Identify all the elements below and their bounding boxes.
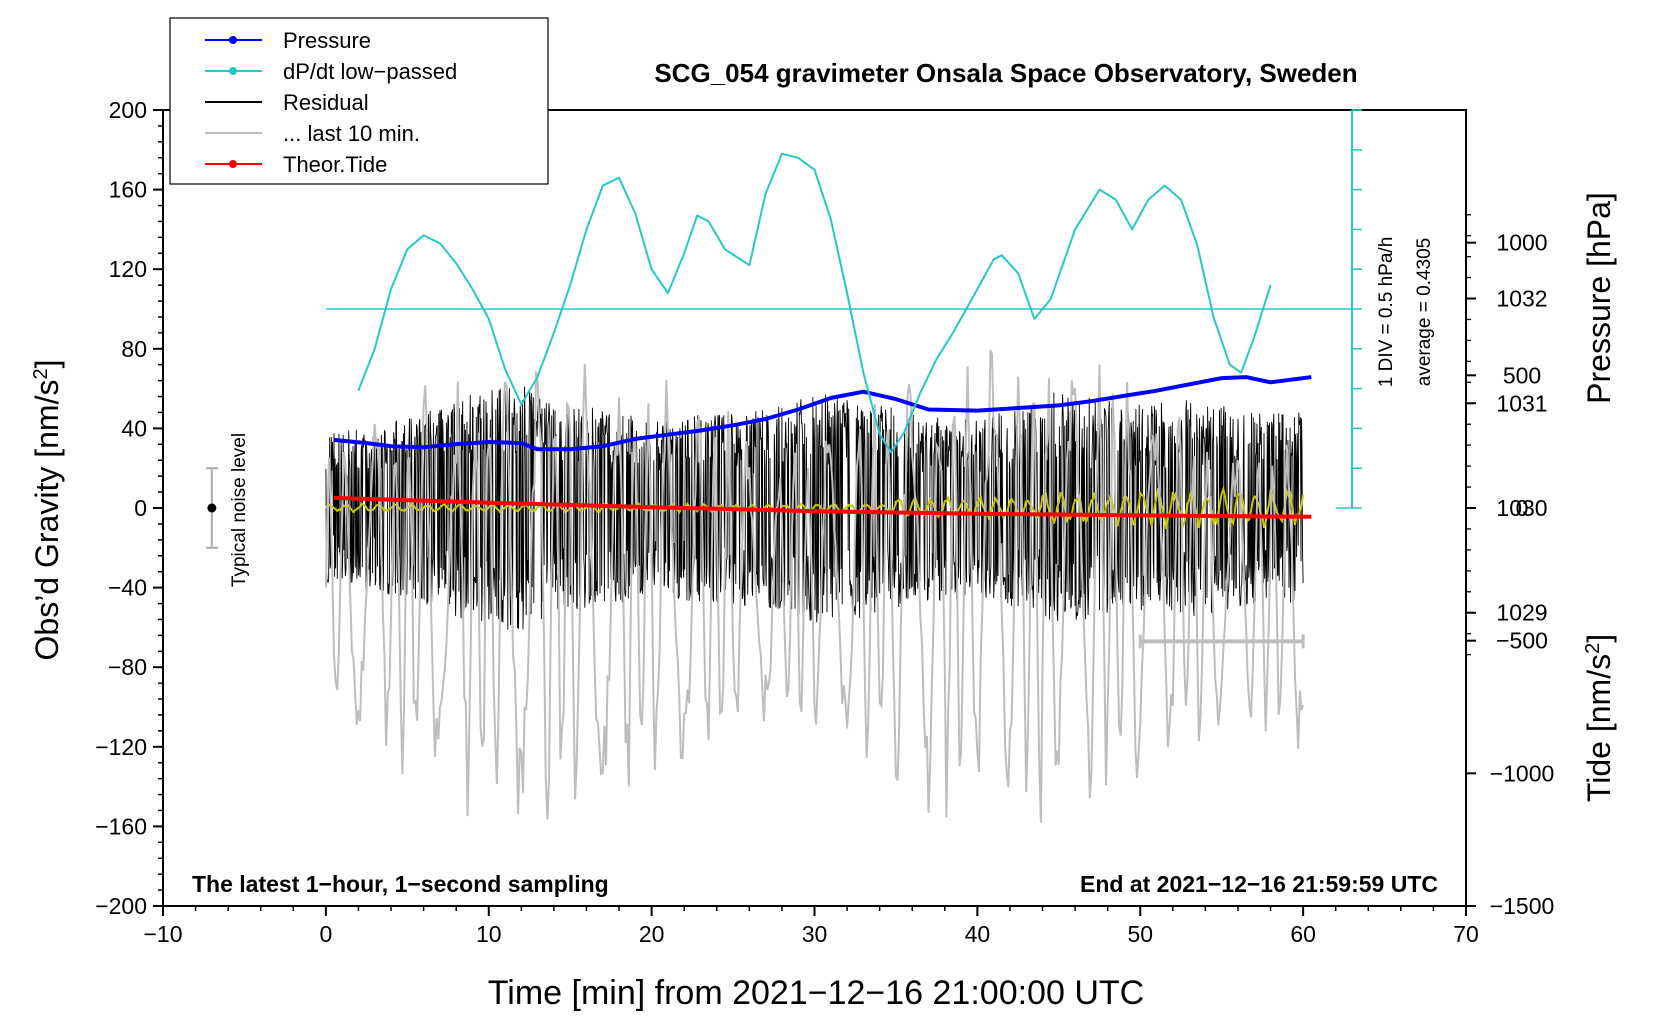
legend: Pressure dP/dt low−passed Residual ... last… — [169, 17, 549, 185]
y-label-tide-end: ] — [1581, 634, 1617, 643]
y-label-tide-sup: 2 — [1582, 643, 1604, 654]
legend-label: ... last 10 min. — [283, 121, 420, 146]
x-tick-label: 10 — [476, 921, 502, 947]
pressure-tick-label: 1030 — [1496, 495, 1547, 521]
x-tick-label: 60 — [1290, 921, 1316, 947]
annotations — [205, 109, 1362, 649]
legend-label: Residual — [283, 90, 369, 115]
tide-tick-label: −1000 — [1490, 760, 1555, 786]
pressure-tick-label: 1031 — [1496, 390, 1547, 416]
pressure-tick-label: 1032 — [1496, 286, 1547, 312]
x-axis-label: Time [min] from 2021−12−16 21:00:00 UTC — [488, 974, 1144, 1012]
legend-label: Pressure — [283, 28, 371, 53]
y-tick-label: 120 — [109, 256, 147, 282]
pressure-tick-label: 1029 — [1496, 600, 1547, 626]
y-tick-label: −200 — [95, 893, 147, 919]
x-tick-label: 70 — [1453, 921, 1479, 947]
x-tick-label: 0 — [319, 921, 332, 947]
residual-line — [325, 386, 1304, 630]
y-tick-label: 160 — [109, 177, 147, 203]
legend-swatch-marker — [229, 36, 237, 44]
series-line-1 — [357, 152, 1272, 454]
x-tick-label: 40 — [965, 921, 991, 947]
y-label-tide-text: Tide [nm/s — [1581, 654, 1617, 802]
axes: −10 0 10 20 30 40 50 60 70 200 160 120 80 40 0 −40 −80 −1… — [95, 97, 1554, 947]
y-tick-label: 200 — [109, 97, 147, 123]
y-tick-label: 0 — [134, 495, 147, 521]
x-tick-label: 50 — [1127, 921, 1153, 947]
noise-bar-dot — [207, 503, 217, 513]
noise-level-label: Typical noise level — [229, 433, 250, 587]
legend-label: dP/dt low−passed — [283, 59, 457, 84]
footer-left-note: The latest 1−hour, 1−second sampling — [192, 871, 609, 897]
tide-tick-label: −500 — [1496, 628, 1548, 654]
y-axis-label-pressure: Pressure [hPa] — [1581, 192, 1617, 404]
tide-tick-label: 0 — [1516, 495, 1529, 521]
y-axis-label-left: Obs’d Gravity [nm/s2] — [29, 360, 65, 661]
residual-lowpass-line — [325, 485, 1305, 531]
y-tick-label: 80 — [121, 336, 147, 362]
legend-swatch-marker — [229, 67, 237, 75]
data-series — [333, 152, 1312, 519]
tide-tick-label: −1500 — [1490, 893, 1555, 919]
y-label-left-sup: 2 — [30, 368, 52, 379]
y-tick-label: −80 — [108, 654, 147, 680]
y-label-left-end: ] — [29, 360, 65, 369]
legend-label: Theor.Tide — [283, 152, 387, 177]
legend-swatch-marker — [229, 160, 237, 168]
scale-average-label: average = 0.4305 — [1414, 238, 1435, 386]
y-label-left-text: Obs’d Gravity [nm/s — [29, 380, 65, 661]
chart-title: SCG_054 gravimeter Onsala Space Observat… — [654, 58, 1357, 88]
series-line-2 — [333, 495, 1312, 519]
residual-series — [325, 386, 1305, 630]
series-line-0 — [333, 375, 1312, 452]
x-tick-label: 30 — [802, 921, 828, 947]
y-tick-label: 40 — [121, 415, 147, 441]
tide-tick-label: 500 — [1503, 362, 1541, 388]
x-tick-label: −10 — [143, 921, 182, 947]
tide-tick-label: 1000 — [1496, 230, 1547, 256]
x-tick-label: 20 — [639, 921, 665, 947]
y-tick-label: −160 — [95, 813, 147, 839]
y-tick-label: −120 — [95, 734, 147, 760]
y-tick-label: −40 — [108, 575, 147, 601]
y-axis-label-tide: Tide [nm/s2] — [1581, 634, 1617, 802]
scale-div-label: 1 DIV = 0.5 hPa/h — [1376, 237, 1397, 388]
footer-right-note: End at 2021−12−16 21:59:59 UTC — [1080, 871, 1438, 897]
